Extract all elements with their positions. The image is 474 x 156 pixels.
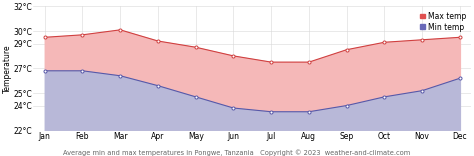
- Y-axis label: Temperature: Temperature: [3, 44, 12, 93]
- Legend: Max temp, Min temp: Max temp, Min temp: [419, 10, 467, 33]
- Text: Average min and max temperatures in Pongwe, Tanzania   Copyright © 2023  weather: Average min and max temperatures in Pong…: [64, 149, 410, 156]
